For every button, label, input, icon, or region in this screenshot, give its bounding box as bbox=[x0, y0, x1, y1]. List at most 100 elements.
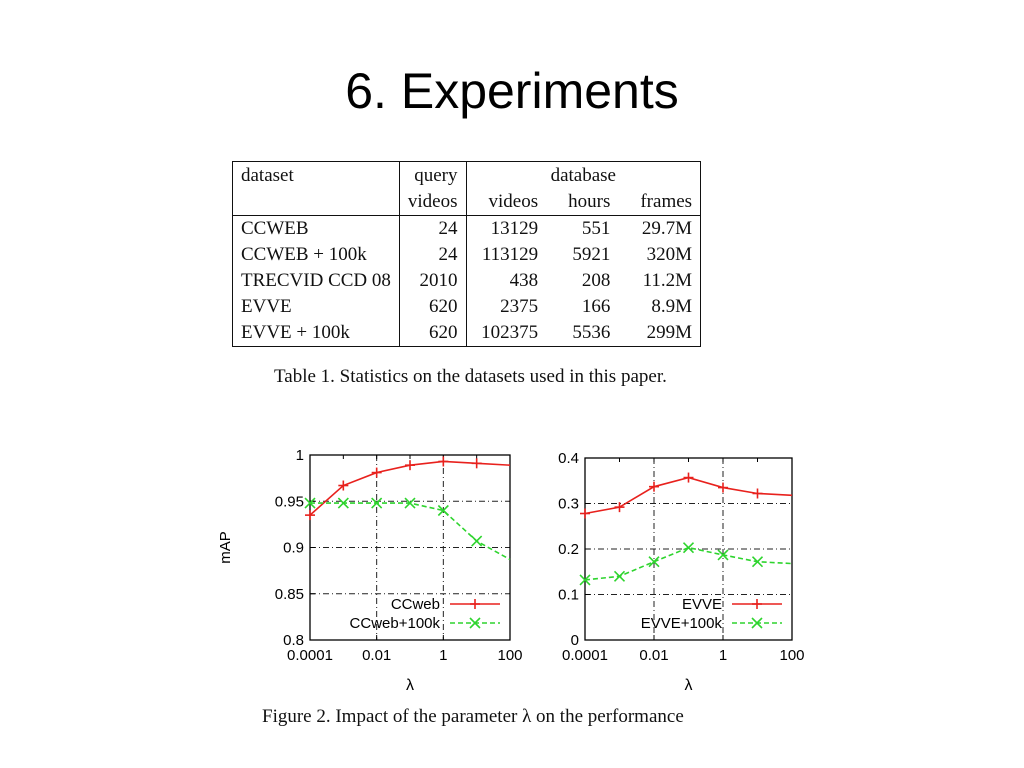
cell-videos: 13129 bbox=[490, 218, 539, 239]
x-tick-label: 0.01 bbox=[639, 647, 668, 664]
y-tick-label: 0.3 bbox=[558, 496, 579, 513]
x-tick-label: 0.0001 bbox=[287, 647, 333, 664]
marker-stroke bbox=[469, 617, 481, 629]
cell-dataset: TRECVID CCD 08 bbox=[232, 268, 400, 294]
cell-hours: 5921 bbox=[572, 244, 611, 265]
data-point bbox=[718, 482, 728, 493]
cell-dataset: CCWEB bbox=[232, 215, 400, 242]
series-evve-100k bbox=[579, 542, 793, 586]
y-tick-label: 0.85 bbox=[275, 586, 304, 603]
table-row: EVVE + 100k 620 102375 5536 299M bbox=[232, 320, 701, 347]
y-tick-label: 0.95 bbox=[275, 493, 304, 510]
x-tick-label: 1 bbox=[719, 647, 727, 664]
legend-label: CCweb+100k bbox=[350, 615, 441, 632]
cell-hours: 166 bbox=[581, 296, 611, 317]
x-tick-label: 100 bbox=[497, 647, 522, 664]
header-query-line1: query bbox=[399, 161, 467, 189]
ccweb-ylabel: mAP bbox=[217, 531, 234, 564]
data-point bbox=[682, 542, 695, 554]
ccweb-xlabel: λ bbox=[406, 677, 414, 694]
x-tick-label: 1 bbox=[439, 647, 447, 664]
legend-marker bbox=[469, 617, 481, 629]
cell-query-videos: 2010 bbox=[399, 268, 467, 294]
header-hours: hours bbox=[546, 189, 619, 216]
x-tick-label: 0.0001 bbox=[562, 647, 608, 664]
data-point bbox=[751, 556, 764, 568]
cell-dataset: EVVE + 100k bbox=[232, 320, 400, 347]
marker-stroke bbox=[337, 497, 349, 509]
legend-marker bbox=[752, 599, 762, 609]
slide-title: 6. Experiments bbox=[345, 63, 679, 119]
marker-stroke bbox=[751, 556, 764, 568]
dataset-statistics-table: dataset query database videos videos hou… bbox=[232, 161, 702, 347]
marker-stroke bbox=[437, 504, 449, 517]
x-tick-label: 0.01 bbox=[362, 647, 391, 664]
evve-plot-frame bbox=[584, 457, 793, 641]
header-videos: videos bbox=[466, 189, 547, 216]
data-point bbox=[471, 458, 482, 469]
cell-videos: 102375 bbox=[481, 322, 539, 343]
cell-query-videos: 620 bbox=[399, 320, 467, 347]
cell-query-videos: 620 bbox=[399, 294, 467, 320]
marker-stroke bbox=[613, 570, 626, 582]
series-line bbox=[584, 546, 793, 581]
data-point bbox=[649, 481, 659, 492]
data-point bbox=[305, 510, 315, 521]
table-row: TRECVID CCD 08 2010 438 208 11.2M bbox=[232, 268, 701, 294]
y-tick-label: 0.1 bbox=[558, 587, 579, 604]
evve-xlabel: λ bbox=[685, 677, 693, 694]
legend-marker bbox=[470, 599, 480, 609]
cell-videos: 113129 bbox=[481, 244, 539, 265]
legend-marker bbox=[751, 617, 763, 629]
table-row: EVVE 620 2375 166 8.9M bbox=[232, 294, 701, 320]
marker-stroke bbox=[682, 542, 695, 554]
cell-frames: 29.7M bbox=[641, 218, 693, 239]
data-point bbox=[438, 456, 449, 467]
x-tick-label: 100 bbox=[779, 647, 804, 664]
cell-frames: 8.9M bbox=[651, 296, 693, 317]
cell-hours: 208 bbox=[581, 270, 611, 291]
figure-caption: Figure 2. Impact of the parameter λ on t… bbox=[262, 706, 684, 727]
marker-stroke bbox=[717, 549, 729, 561]
cell-dataset: EVVE bbox=[232, 294, 400, 320]
y-tick-label: 0.9 bbox=[283, 540, 304, 557]
table-row: CCWEB 24 13129 551 29.7M bbox=[232, 215, 701, 242]
header-dataset: dataset bbox=[232, 161, 400, 189]
marker-stroke bbox=[404, 497, 416, 509]
data-point bbox=[471, 535, 483, 547]
data-point bbox=[717, 549, 729, 561]
data-point bbox=[405, 460, 415, 471]
data-point bbox=[437, 504, 449, 517]
legend-label: EVVE bbox=[682, 596, 722, 613]
ccweb-plot-frame bbox=[309, 454, 511, 641]
cell-videos: 2375 bbox=[500, 296, 539, 317]
evve-legend: EVVE EVVE+100k bbox=[641, 596, 782, 632]
data-point bbox=[404, 497, 416, 509]
header-frames: frames bbox=[618, 189, 701, 216]
data-point bbox=[613, 570, 626, 582]
data-point bbox=[304, 497, 316, 509]
y-tick-label: 0.4 bbox=[558, 450, 579, 467]
header-query-line2: videos bbox=[399, 189, 467, 216]
cell-videos: 438 bbox=[509, 270, 539, 291]
cell-hours: 551 bbox=[581, 218, 611, 239]
cell-frames: 299M bbox=[646, 322, 693, 343]
marker-stroke bbox=[648, 556, 660, 568]
cell-query-videos: 24 bbox=[399, 242, 467, 268]
legend-label: CCweb bbox=[391, 596, 440, 613]
header-dataset-spacer bbox=[232, 189, 400, 216]
ccweb-grid bbox=[310, 455, 510, 640]
cell-frames: 11.2M bbox=[642, 270, 693, 291]
series-ccweb-100k bbox=[304, 497, 511, 561]
table-row: CCWEB + 100k 24 113129 5921 320M bbox=[232, 242, 701, 268]
header-database: database bbox=[550, 164, 616, 186]
y-tick-label: 0.2 bbox=[558, 541, 579, 558]
cell-query-videos: 24 bbox=[399, 215, 467, 242]
table-caption: Table 1. Statistics on the datasets used… bbox=[274, 366, 667, 387]
cell-dataset: CCWEB + 100k bbox=[232, 242, 400, 268]
data-point bbox=[579, 574, 591, 586]
data-point bbox=[614, 502, 625, 513]
data-point bbox=[683, 472, 694, 483]
series-line bbox=[584, 476, 793, 515]
